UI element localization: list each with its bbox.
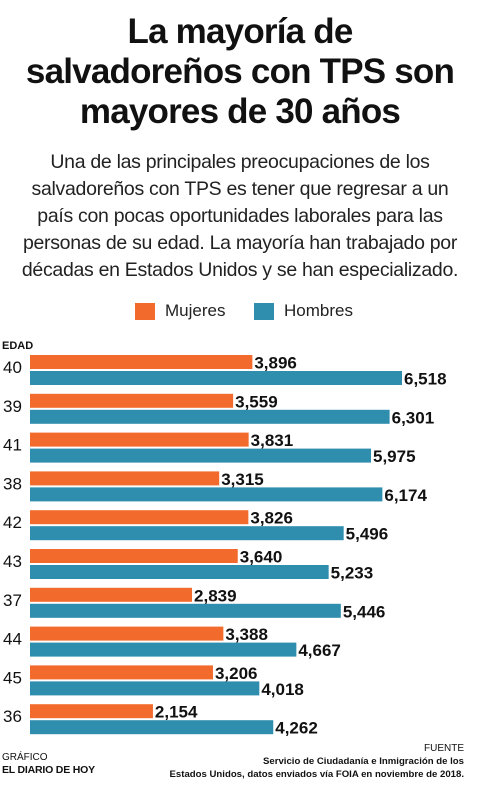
- category-label: 42: [3, 513, 22, 532]
- bar-hombres: [30, 565, 329, 579]
- title-line-1: La mayoría de: [127, 12, 354, 51]
- bar-mujeres: [30, 549, 238, 563]
- category-label: 36: [3, 707, 22, 726]
- legend-label-hombres: Hombres: [284, 301, 353, 320]
- bar-hombres: [30, 448, 372, 463]
- bar-mujeres: [30, 587, 193, 602]
- data-label: 2,154: [155, 703, 198, 722]
- bar-hombres: [30, 526, 344, 541]
- subtitle-line-1: Una de las principales preocupaciones de…: [50, 151, 430, 173]
- category-label: 45: [3, 668, 22, 687]
- bar-hombres: [30, 642, 297, 657]
- data-label: 5,446: [343, 602, 386, 621]
- data-label: 4,667: [298, 641, 341, 660]
- bar-mujeres: [30, 665, 213, 680]
- legend-item-mujeres: Mujeres: [135, 301, 225, 321]
- bar-hombres: [30, 371, 402, 385]
- category-label: 38: [3, 474, 22, 493]
- data-label: 3,640: [240, 548, 283, 567]
- category-label: 41: [3, 436, 22, 455]
- legend-label-mujeres: Mujeres: [165, 301, 226, 320]
- data-label: 5,233: [331, 564, 374, 583]
- source-label: FUENTE: [424, 743, 464, 754]
- bar-chart: EDAD 40 3,896 6,518 39 3,559 6,301 41 3,831 5,975…: [2, 340, 447, 738]
- category-label: 44: [3, 630, 22, 649]
- subtitle-line-5: décadas en Estados Unidos y se han espec…: [21, 259, 459, 281]
- bar-hombres: [30, 603, 341, 618]
- bar-hombres: [30, 409, 390, 424]
- credit-brand: EL DIARIO DE HOY: [2, 764, 95, 776]
- legend-item-hombres: Hombres: [254, 301, 353, 321]
- data-label: 3,831: [251, 431, 294, 450]
- bar-mujeres: [30, 355, 253, 369]
- category-label: 40: [3, 358, 22, 377]
- bar-mujeres: [30, 432, 249, 447]
- bar-mujeres: [30, 393, 234, 408]
- category-label: 37: [3, 591, 22, 610]
- chart-title: La mayoría de salvadoreños con TPS son m…: [0, 12, 480, 132]
- data-label: 3,559: [235, 392, 278, 411]
- data-label: 6,301: [392, 408, 435, 427]
- source-line-1: Servicio de Ciudadanía e Inmigración de …: [263, 756, 464, 767]
- source-line-2: Estados Unidos, datos enviados vía FOIA …: [169, 769, 464, 780]
- title-line-3: mayores de 30 años: [79, 92, 401, 131]
- source-block: FUENTE Servicio de Ciudadanía e Inmigrac…: [170, 742, 464, 781]
- data-label: 3,206: [215, 664, 258, 683]
- data-label: 5,975: [373, 447, 416, 466]
- bar-hombres: [30, 487, 383, 502]
- data-label: 5,496: [346, 525, 389, 544]
- bar-mujeres: [30, 510, 249, 525]
- data-label: 2,839: [194, 586, 237, 605]
- axis-label-edad: EDAD: [2, 340, 33, 352]
- bar-mujeres: [30, 471, 220, 486]
- chart-subtitle: Una de las principales preocupaciones de…: [0, 149, 480, 284]
- credit-block: GRÁFICO EL DIARIO DE HOY: [2, 751, 95, 777]
- credit-label: GRÁFICO: [2, 752, 48, 763]
- data-label: 3,826: [250, 509, 293, 528]
- data-label: 4,262: [275, 719, 318, 738]
- chart-legend: Mujeres Hombres: [0, 301, 480, 325]
- subtitle-line-4: personas de su edad. La mayoría han trab…: [22, 232, 458, 254]
- category-label: 39: [3, 397, 22, 416]
- bar-mujeres: [30, 704, 153, 719]
- bar-hombres: [30, 681, 260, 696]
- data-label: 6,518: [404, 370, 447, 389]
- data-label: 3,388: [225, 625, 268, 644]
- subtitle-line-2: salvadoreños con TPS es tener que regres…: [31, 178, 449, 200]
- category-label: 43: [3, 552, 22, 571]
- data-label: 3,896: [254, 354, 297, 373]
- legend-swatch-mujeres: [135, 302, 155, 320]
- data-label: 3,315: [221, 470, 264, 489]
- title-line-2: salvadoreños con TPS son: [25, 52, 455, 91]
- bar-mujeres: [30, 626, 224, 641]
- data-label: 4,018: [261, 680, 304, 699]
- bar-hombres: [30, 720, 274, 735]
- subtitle-line-3: país con pocas oportunidades laborales p…: [37, 205, 443, 227]
- data-label: 6,174: [384, 486, 427, 505]
- legend-swatch-hombres: [254, 302, 274, 320]
